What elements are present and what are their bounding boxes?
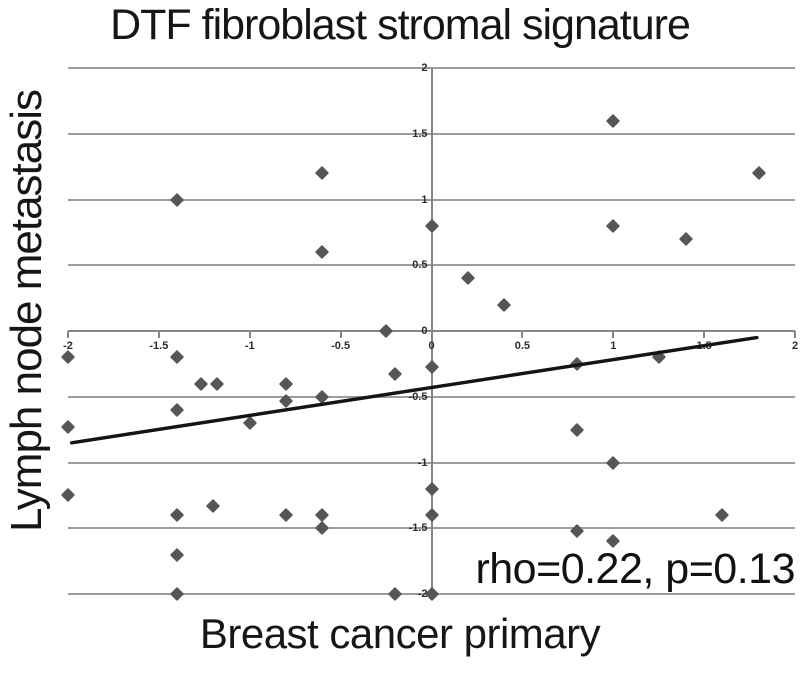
x-tick-label: 1.5	[696, 340, 712, 352]
data-point	[315, 166, 330, 181]
y-tick-label: 0.5	[412, 259, 428, 272]
data-point	[424, 218, 439, 233]
chart-title: DTF fibroblast stromal signature	[110, 1, 691, 49]
data-point	[424, 359, 439, 374]
y-tick-label: -1	[417, 456, 428, 469]
y-tick-label: 1.5	[412, 127, 428, 140]
data-point	[193, 376, 208, 391]
x-tick-label: -1.5	[149, 340, 169, 352]
data-point	[315, 508, 330, 523]
data-point	[60, 350, 76, 365]
data-point	[169, 192, 185, 207]
y-tick-label: -1.5	[408, 522, 428, 535]
x-tick-mark	[430, 331, 433, 338]
data-point	[60, 488, 76, 503]
y-tick-label: 1	[421, 193, 428, 206]
data-point	[715, 508, 730, 523]
plot-area: 2 1.5 1 0.5 0 -0.5 -1 -1.5 -2 -2 -1.5 -1 -0.5 0 0.5 1 1.…	[60, 62, 799, 602]
data-point	[460, 271, 475, 286]
data-point	[315, 245, 330, 260]
y-tick-label: -2	[417, 588, 428, 600]
x-tick-label: 2	[791, 340, 799, 352]
data-point	[569, 523, 584, 538]
x-tick-label: 0.5	[514, 340, 531, 352]
data-point	[206, 498, 221, 513]
data-point	[315, 389, 330, 404]
data-point	[242, 415, 257, 431]
data-point	[169, 508, 185, 523]
data-point	[569, 422, 584, 437]
y-axis-label: Lymph node metastasis	[2, 89, 51, 533]
data-point	[378, 323, 394, 339]
data-point	[388, 367, 403, 382]
y-tick-label: 2	[421, 62, 428, 74]
data-point	[60, 419, 76, 435]
data-point	[279, 508, 294, 523]
x-tick-label: 0	[428, 340, 435, 352]
x-tick-label: -1	[244, 340, 255, 352]
x-tick-mark	[703, 331, 706, 338]
x-tick-mark	[794, 331, 796, 338]
data-point	[169, 402, 185, 417]
x-axis-label: Breast cancer primary	[199, 610, 601, 657]
x-tick-mark	[157, 331, 160, 338]
x-tick-mark	[612, 331, 615, 338]
data-point	[169, 350, 185, 365]
x-tick-label: -0.5	[331, 340, 351, 352]
x-tick-mark	[339, 331, 342, 338]
y-tick-label: -0.5	[408, 390, 428, 403]
data-point	[678, 231, 694, 247]
data-point	[569, 356, 584, 371]
data-point	[315, 521, 330, 536]
data-point	[169, 547, 185, 562]
x-tick-label: 1	[610, 340, 617, 352]
data-point	[424, 508, 439, 523]
data-point	[751, 166, 766, 181]
data-point	[606, 218, 621, 233]
data-point	[169, 586, 185, 602]
x-tick-mark	[521, 331, 524, 338]
correlation-annotation: rho=0.22, p=0.13	[475, 545, 795, 593]
data-point	[606, 113, 621, 128]
x-tick-label: -2	[63, 340, 73, 352]
data-point	[279, 376, 294, 391]
data-point	[388, 586, 403, 602]
data-point	[424, 481, 439, 496]
data-point	[209, 376, 225, 391]
x-tick-mark	[67, 331, 69, 338]
x-tick-mark	[248, 331, 251, 338]
data-point	[651, 350, 666, 365]
data-point	[606, 455, 621, 470]
y-tick-label: 0	[421, 325, 428, 337]
data-point	[497, 297, 512, 312]
